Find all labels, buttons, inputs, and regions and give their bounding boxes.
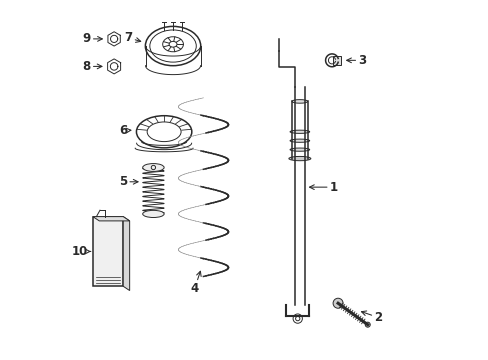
Text: 2: 2 (361, 311, 382, 324)
Ellipse shape (142, 163, 164, 171)
Text: 9: 9 (82, 32, 102, 45)
Text: 6: 6 (119, 124, 131, 137)
Polygon shape (123, 217, 129, 291)
Ellipse shape (288, 157, 310, 161)
Ellipse shape (289, 139, 309, 142)
Text: 10: 10 (71, 245, 90, 258)
Ellipse shape (291, 100, 307, 103)
Text: 1: 1 (309, 181, 337, 194)
Text: 3: 3 (346, 54, 366, 67)
Text: 7: 7 (124, 31, 141, 44)
Text: 5: 5 (119, 175, 138, 188)
Ellipse shape (142, 210, 164, 217)
Circle shape (365, 322, 369, 327)
Polygon shape (93, 217, 123, 286)
Polygon shape (93, 217, 129, 221)
FancyBboxPatch shape (332, 56, 340, 64)
Circle shape (332, 298, 343, 308)
Ellipse shape (289, 130, 309, 134)
Text: 8: 8 (82, 60, 102, 73)
Text: 4: 4 (190, 271, 201, 296)
Ellipse shape (289, 148, 309, 151)
